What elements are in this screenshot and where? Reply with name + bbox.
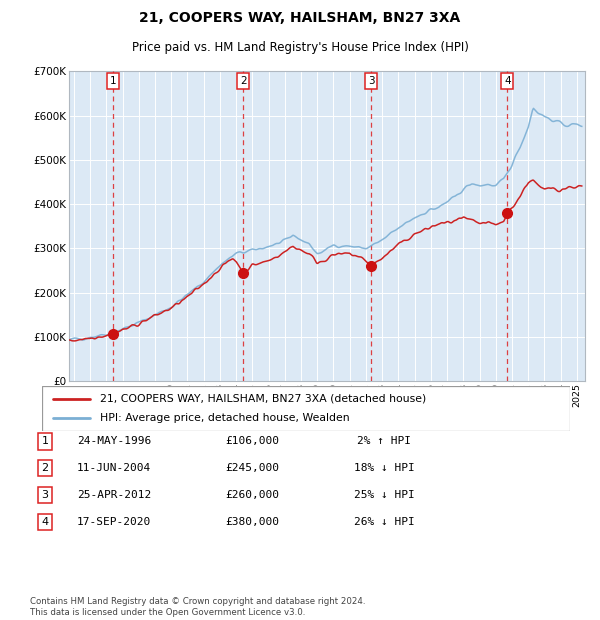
Text: 26% ↓ HPI: 26% ↓ HPI [353,517,415,527]
Text: Price paid vs. HM Land Registry's House Price Index (HPI): Price paid vs. HM Land Registry's House … [131,41,469,54]
Text: 18% ↓ HPI: 18% ↓ HPI [353,463,415,473]
Text: 21, COOPERS WAY, HAILSHAM, BN27 3XA: 21, COOPERS WAY, HAILSHAM, BN27 3XA [139,11,461,25]
Text: 24-MAY-1996: 24-MAY-1996 [77,436,151,446]
Text: £260,000: £260,000 [225,490,279,500]
Text: 3: 3 [368,76,374,86]
Text: £245,000: £245,000 [225,463,279,473]
Text: HPI: Average price, detached house, Wealden: HPI: Average price, detached house, Weal… [100,414,350,423]
Text: 1: 1 [109,76,116,86]
Text: 3: 3 [41,490,49,500]
Text: 1: 1 [41,436,49,446]
Text: 17-SEP-2020: 17-SEP-2020 [77,517,151,527]
Text: £380,000: £380,000 [225,517,279,527]
Text: 4: 4 [41,517,49,527]
Text: 21, COOPERS WAY, HAILSHAM, BN27 3XA (detached house): 21, COOPERS WAY, HAILSHAM, BN27 3XA (det… [100,394,427,404]
Bar [69,71,74,381]
Text: 2% ↑ HPI: 2% ↑ HPI [357,436,411,446]
Text: 4: 4 [504,76,511,86]
Text: 2: 2 [240,76,247,86]
Text: £106,000: £106,000 [225,436,279,446]
Text: 2: 2 [41,463,49,473]
Text: 25% ↓ HPI: 25% ↓ HPI [353,490,415,500]
Text: 25-APR-2012: 25-APR-2012 [77,490,151,500]
Text: 11-JUN-2004: 11-JUN-2004 [77,463,151,473]
Text: Contains HM Land Registry data © Crown copyright and database right 2024.
This d: Contains HM Land Registry data © Crown c… [30,598,365,617]
